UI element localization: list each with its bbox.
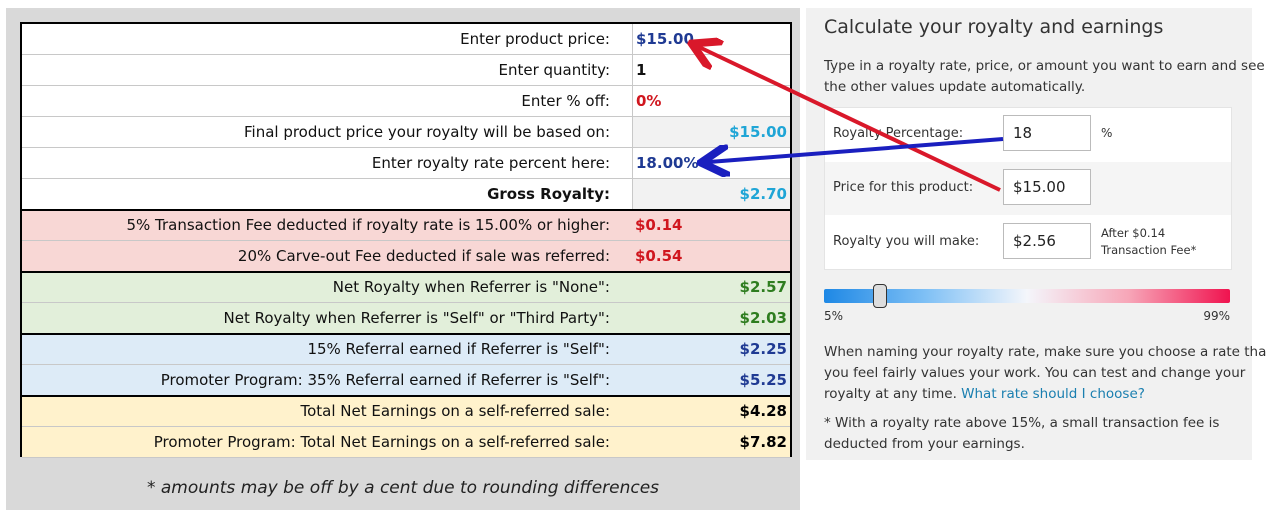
help-line: royalty at any time. What rate should I …: [824, 386, 1145, 402]
table-row: Enter product price: $15.00: [22, 24, 790, 55]
row-value: $2.70: [632, 179, 790, 209]
field-note-line: After $0.14: [1101, 226, 1166, 240]
table-row: Total Net Earnings on a self-referred sa…: [22, 396, 790, 427]
table-row: Net Royalty when Referrer is "None": $2.5…: [22, 272, 790, 303]
royalty-slider[interactable]: [824, 289, 1230, 303]
description-line: Type in a royalty rate, price, or amount…: [824, 58, 1265, 74]
row-value[interactable]: 0%: [632, 86, 790, 116]
row-label: 20% Carve-out Fee deducted if sale was r…: [237, 247, 610, 265]
help-line: you feel fairly values your work. You ca…: [824, 365, 1246, 381]
table-row: Enter % off: 0%: [22, 86, 790, 117]
field-input[interactable]: 18: [1003, 115, 1091, 151]
field-row: Price for this product: $15.00: [825, 162, 1231, 215]
field-input[interactable]: $15.00: [1003, 169, 1091, 205]
row-label: Total Net Earnings on a self-referred sa…: [300, 402, 610, 420]
row-value: $2.57: [739, 278, 787, 296]
calculator-panel: Calculate your royalty and earnings Type…: [806, 8, 1266, 460]
field-label: Price for this product:: [833, 180, 974, 195]
slider-max: 99%: [1203, 309, 1230, 323]
slider-min: 5%: [824, 309, 844, 323]
table-row: 5% Transaction Fee deducted if royalty r…: [22, 210, 790, 241]
group-separator: [22, 209, 790, 211]
note-line: deducted from your earnings.: [824, 436, 1025, 452]
table-row: Promoter Program: Total Net Earnings on …: [22, 427, 790, 458]
red-arrow: [699, 47, 1001, 192]
row-label: Enter % off:: [521, 92, 610, 110]
blue-arrow: [709, 137, 1004, 162]
footnote: * amounts may be off by a cent due to ro…: [146, 478, 660, 498]
table-row: Final product price your royalty will be…: [22, 117, 790, 148]
help-text: royalty at any time.: [824, 386, 957, 402]
field-note: After $0.14 Transaction Fee*: [1101, 225, 1196, 259]
spreadsheet: Enter product price: $15.00 Enter quantity…: [20, 22, 792, 458]
row-value[interactable]: 18.00%: [632, 148, 790, 178]
field-row: Royalty Percentage: 18%: [825, 108, 1231, 161]
row-label: Enter royalty rate percent here:: [371, 154, 610, 172]
row-value: $4.28: [739, 402, 787, 420]
field-unit: %: [1101, 126, 1113, 140]
group-separator: [22, 395, 790, 397]
field-row: Royalty you will make: $2.56 After $0.14 Tr…: [825, 216, 1231, 269]
group-separator: [22, 333, 790, 335]
field-label: Royalty you will make:: [833, 234, 980, 249]
row-label: Final product price your royalty will be…: [243, 123, 610, 141]
row-label: Enter quantity:: [498, 61, 610, 79]
row-value: $2.03: [739, 309, 787, 327]
calculator-card: Royalty Percentage: 18% Price for this pro…: [824, 107, 1232, 270]
field-label: Royalty Percentage:: [833, 126, 964, 141]
row-label: Enter product price:: [460, 30, 610, 48]
row-label: Net Royalty when Referrer is "Self" or "…: [223, 309, 610, 327]
row-value: $2.25: [739, 340, 787, 358]
field-input[interactable]: $2.56: [1003, 223, 1091, 259]
table-row: Enter royalty rate percent here: 18.00%: [22, 148, 790, 179]
description-line: the other values update automatically.: [824, 79, 1086, 95]
row-value[interactable]: 1: [632, 55, 790, 85]
row-label: Promoter Program: Total Net Earnings on …: [153, 433, 610, 451]
row-value: $15.00: [632, 117, 790, 147]
field-note-line: Transaction Fee*: [1101, 243, 1197, 257]
row-label: 5% Transaction Fee deducted if royalty r…: [126, 216, 610, 234]
note-line: * With a royalty rate above 15%, a small…: [824, 415, 1220, 431]
row-value: $0.14: [635, 216, 683, 234]
table-row: 15% Referral earned if Referrer is "Self…: [22, 334, 790, 365]
row-value: $5.25: [739, 371, 787, 389]
group-separator: [22, 271, 790, 273]
help-line: When naming your royalty rate, make sure…: [824, 344, 1266, 360]
row-label: Net Royalty when Referrer is "None":: [332, 278, 610, 296]
calculator-title: Calculate your royalty and earnings: [824, 16, 1164, 38]
help-link[interactable]: What rate should I choose?: [961, 386, 1145, 402]
slider-knob[interactable]: [873, 284, 887, 308]
table-row: Enter quantity: 1: [22, 55, 790, 86]
row-value[interactable]: $15.00: [632, 24, 790, 54]
table-row: Gross Royalty: $2.70: [22, 179, 790, 210]
row-label: 15% Referral earned if Referrer is "Self…: [307, 340, 610, 358]
row-value: $0.54: [635, 247, 683, 265]
row-label: Promoter Program: 35% Referral earned if…: [160, 371, 610, 389]
row-label: Gross Royalty:: [487, 185, 610, 203]
row-value: $7.82: [739, 433, 787, 451]
